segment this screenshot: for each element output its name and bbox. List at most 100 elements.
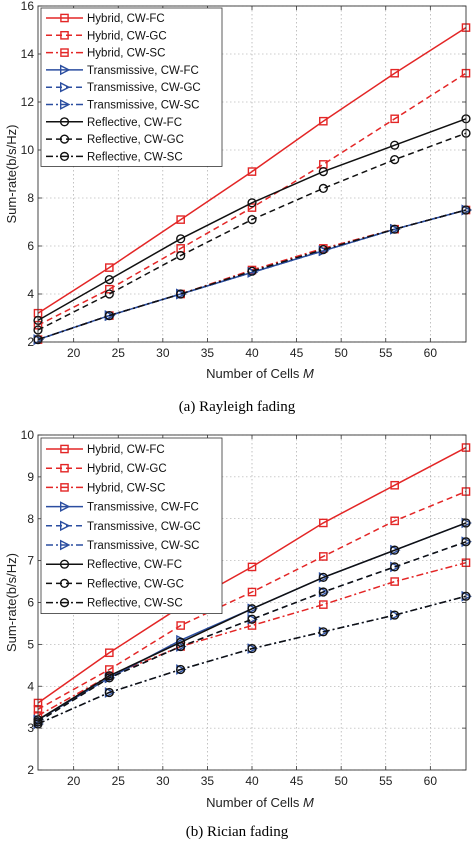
- data-point: [247, 643, 257, 654]
- legend: Hybrid, CW-FC Hybrid, CW-GC Hybrid, CW-SC T…: [40, 7, 223, 167]
- legend-entry: Reflective, CW-SC: [46, 598, 183, 610]
- data-point: [104, 687, 114, 698]
- data-point: [104, 311, 114, 321]
- legend-entry: Hybrid, CW-SC: [46, 48, 165, 60]
- y-tick-label: 14: [21, 47, 35, 61]
- y-tick-label: 5: [27, 637, 34, 651]
- legend-entry: Transmissive, CW-SC: [46, 99, 199, 112]
- data-point: [176, 251, 186, 261]
- data-point: [104, 289, 114, 299]
- data-point: [247, 587, 257, 597]
- legend-label: Transmissive, CW-GC: [87, 82, 201, 94]
- x-tick-label: 55: [379, 774, 393, 788]
- series-line: [37, 132, 467, 331]
- legend-entry: Reflective, CW-GC: [46, 578, 184, 590]
- y-tick-label: 16: [21, 0, 35, 13]
- series-line: [37, 446, 467, 704]
- y-axis-label: Sum-rate(b/s/Hz): [4, 553, 19, 652]
- data-point: [318, 587, 328, 597]
- legend-label: Transmissive, CW-SC: [87, 540, 199, 552]
- data-point: [247, 215, 257, 225]
- y-tick-label: 4: [27, 679, 34, 693]
- data-point: [105, 665, 114, 674]
- data-point: [390, 545, 400, 555]
- legend-label: Transmissive, CW-FC: [87, 502, 199, 514]
- legend-label: Reflective, CW-SC: [87, 598, 183, 610]
- data-point: [247, 266, 257, 276]
- figure-caption: (a) Rayleigh fading: [179, 399, 296, 415]
- data-point: [319, 116, 328, 126]
- series-reflective-cw-sc: [33, 591, 471, 729]
- legend-marker: [59, 597, 70, 608]
- x-tick-label: 45: [290, 774, 304, 788]
- data-point: [318, 245, 328, 255]
- data-point: [390, 224, 400, 234]
- legend-label: Reflective, CW-GC: [87, 134, 184, 146]
- legend-entry: Transmissive, CW-GC: [46, 81, 201, 94]
- data-point: [319, 600, 328, 609]
- legend-marker: [60, 483, 69, 492]
- data-point: [390, 155, 400, 165]
- data-point: [104, 673, 114, 683]
- series-line: [37, 118, 467, 322]
- data-point: [390, 516, 399, 526]
- legend-marker: [59, 117, 70, 127]
- x-tick-label: 40: [245, 774, 259, 788]
- legend-marker: [60, 64, 71, 76]
- y-tick-label: 7: [27, 554, 34, 568]
- legend-marker: [60, 520, 71, 532]
- x-tick-label: 30: [156, 346, 170, 360]
- legend-label: Reflective, CW-FC: [87, 117, 182, 129]
- legend-entry: Transmissive, CW-SC: [46, 539, 199, 552]
- data-point: [247, 203, 257, 212]
- series-line: [37, 26, 467, 314]
- data-point: [176, 664, 186, 675]
- y-tick-label: 4: [27, 287, 34, 301]
- legend: Hybrid, CW-FC Hybrid, CW-GC Hybrid, CW-SC T…: [40, 437, 223, 615]
- legend-label: Reflective, CW-GC: [87, 578, 184, 590]
- data-point: [176, 289, 186, 299]
- legend-entry: Reflective, CW-FC: [46, 559, 182, 571]
- chart-panel-1: 20 25 30 35 40 45 50 55 60 2 4 6 8 10 12 14 16 Number of …: [4, 0, 472, 415]
- y-tick-label: 10: [21, 428, 35, 442]
- series-line: [37, 522, 467, 721]
- data-point: [105, 284, 114, 294]
- x-tick-label: 35: [201, 346, 215, 360]
- y-tick-label: 2: [27, 335, 34, 349]
- x-axis-label: Number of Cells M: [206, 366, 314, 381]
- legend-label: Hybrid, CW-FC: [87, 444, 165, 456]
- legend-label: Reflective, CW-SC: [87, 151, 183, 163]
- legend-entry: Reflective, CW-FC: [46, 117, 182, 129]
- legend-label: Transmissive, CW-SC: [87, 100, 199, 112]
- legend-entry: Hybrid, CW-SC: [46, 482, 165, 494]
- data-point: [318, 167, 328, 177]
- legend-marker: [60, 444, 69, 454]
- series-line: [37, 490, 467, 710]
- legend-label: Hybrid, CW-FC: [87, 13, 165, 25]
- legend-marker: [59, 578, 70, 589]
- x-tick-label: 60: [424, 774, 438, 788]
- legend-entry: Hybrid, CW-FC: [46, 444, 165, 456]
- legend-label: Hybrid, CW-GC: [87, 463, 167, 475]
- y-tick-label: 6: [27, 596, 34, 610]
- legend-entry: Hybrid, CW-GC: [46, 463, 167, 475]
- x-tick-label: 25: [112, 774, 126, 788]
- data-point: [247, 614, 257, 624]
- figure-caption: (b) Rician fading: [186, 824, 289, 840]
- x-tick-label: 45: [290, 346, 304, 360]
- series-line: [37, 541, 467, 723]
- legend-marker: [60, 31, 69, 40]
- y-tick-label: 8: [27, 512, 34, 526]
- data-point: [390, 480, 399, 490]
- data-point: [318, 183, 328, 194]
- legend-marker: [59, 151, 70, 162]
- data-point: [176, 234, 186, 244]
- series-line: [37, 209, 467, 341]
- legend-marker: [59, 559, 70, 569]
- data-point: [176, 215, 185, 224]
- x-tick-label: 35: [201, 774, 215, 788]
- legend-marker: [60, 81, 71, 93]
- data-point: [105, 263, 114, 272]
